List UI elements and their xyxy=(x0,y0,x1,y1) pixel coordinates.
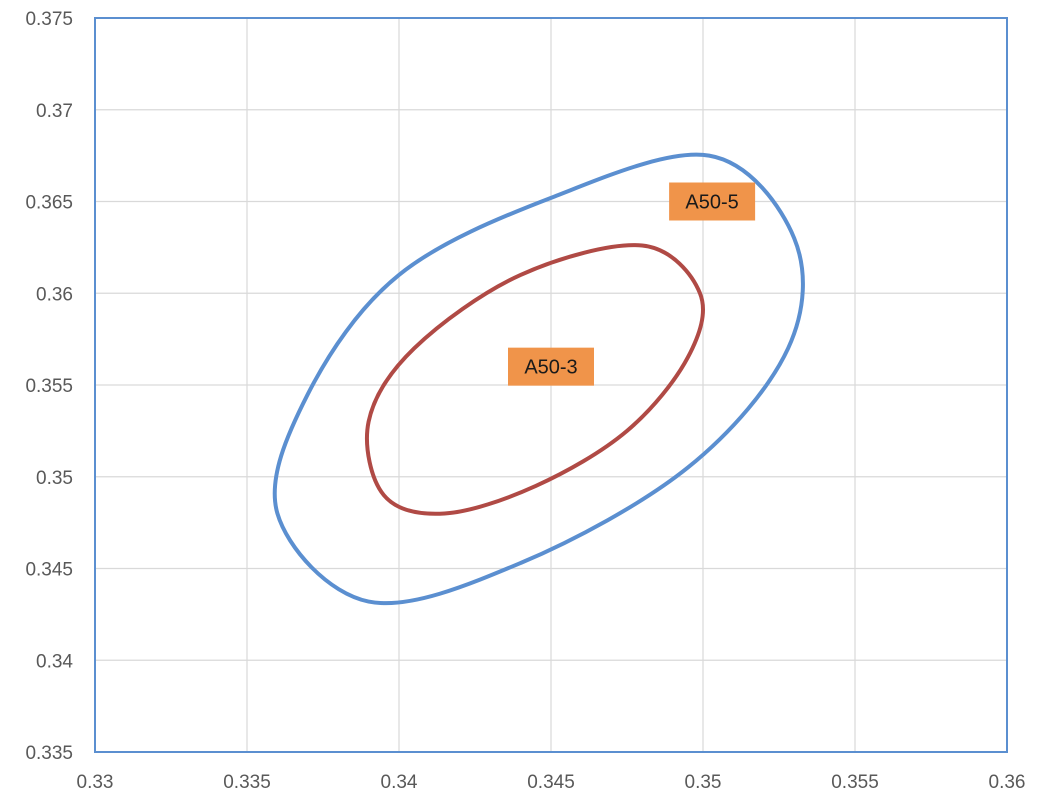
y-tick-label: 0.34 xyxy=(36,651,73,672)
ellipse-series xyxy=(272,152,805,606)
y-tick-label: 0.355 xyxy=(25,376,73,397)
x-axis-tick-labels: 0.33 0.335 0.34 0.345 0.35 0.355 0.36 xyxy=(77,772,1026,793)
y-tick-label: 0.335 xyxy=(25,743,73,764)
y-tick-label: 0.345 xyxy=(25,560,73,581)
y-tick-label: 0.37 xyxy=(36,101,73,122)
x-tick-label: 0.36 xyxy=(989,772,1026,793)
x-tick-label: 0.35 xyxy=(685,772,722,793)
y-tick-label: 0.365 xyxy=(25,193,73,214)
x-tick-label: 0.33 xyxy=(77,772,114,793)
x-tick-label: 0.34 xyxy=(381,772,418,793)
series-2-ellipse xyxy=(365,243,705,516)
plot-area-frame xyxy=(94,17,1008,753)
annotation-label: A50-5 xyxy=(685,192,738,214)
series-1-ellipse xyxy=(272,152,805,606)
y-tick-label: 0.35 xyxy=(36,468,73,489)
gridlines xyxy=(94,17,1008,753)
x-tick-label: 0.355 xyxy=(831,772,879,793)
x-tick-label: 0.345 xyxy=(527,772,575,793)
annotation-box xyxy=(508,347,594,386)
y-tick-label: 0.375 xyxy=(25,9,73,30)
y-axis-tick-labels: 0.335 0.34 0.345 0.35 0.355 0.36 0.365 0.37 0.37… xyxy=(25,9,73,764)
annotations: A50-5 A50-3 xyxy=(508,182,756,386)
y-tick-label: 0.36 xyxy=(36,284,73,305)
annotation-box xyxy=(669,182,756,221)
x-tick-label: 0.335 xyxy=(223,772,271,793)
annotation-label: A50-3 xyxy=(524,357,577,379)
